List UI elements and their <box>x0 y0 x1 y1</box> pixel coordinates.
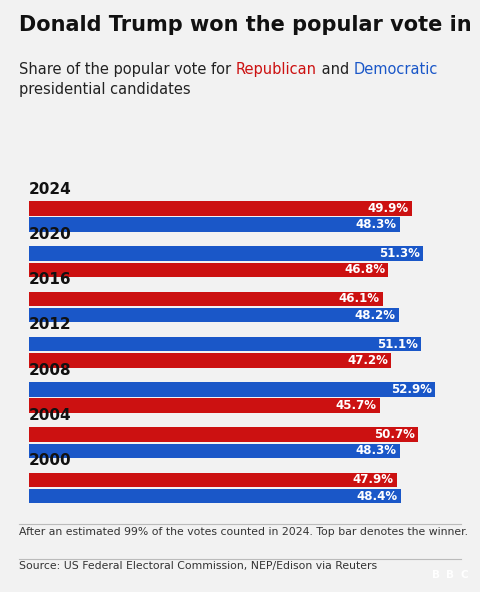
Bar <box>29 443 400 458</box>
Text: Democratic: Democratic <box>354 62 438 77</box>
Text: presidential candidates: presidential candidates <box>19 82 191 96</box>
Bar <box>29 246 423 261</box>
Bar <box>29 472 396 487</box>
Bar <box>29 427 418 442</box>
Text: 51.1%: 51.1% <box>377 337 418 350</box>
Bar <box>29 308 399 323</box>
Text: 49.9%: 49.9% <box>368 202 409 215</box>
Text: 2024: 2024 <box>29 182 72 197</box>
Text: 47.9%: 47.9% <box>353 473 394 486</box>
Bar <box>29 353 391 368</box>
Text: 50.7%: 50.7% <box>374 428 415 441</box>
Bar <box>29 292 383 306</box>
Text: 46.1%: 46.1% <box>339 292 380 305</box>
Text: 2000: 2000 <box>29 453 72 468</box>
Bar <box>29 201 412 215</box>
Text: 47.2%: 47.2% <box>348 354 388 367</box>
Bar <box>29 382 435 397</box>
Text: and: and <box>317 62 354 77</box>
Text: 2012: 2012 <box>29 317 72 332</box>
Text: 48.4%: 48.4% <box>356 490 397 503</box>
Text: C: C <box>461 570 468 580</box>
Text: 48.2%: 48.2% <box>355 308 396 321</box>
Bar <box>29 398 380 413</box>
Text: 51.3%: 51.3% <box>379 247 420 260</box>
Text: 2016: 2016 <box>29 272 72 287</box>
Text: 45.7%: 45.7% <box>336 399 377 412</box>
Bar <box>29 263 388 277</box>
Text: Republican: Republican <box>236 62 317 77</box>
Text: 2008: 2008 <box>29 362 72 378</box>
Text: 52.9%: 52.9% <box>391 383 432 396</box>
Text: 48.3%: 48.3% <box>356 218 396 231</box>
Text: 2020: 2020 <box>29 227 72 242</box>
Text: After an estimated 99% of the votes counted in 2024. Top bar denotes the winner.: After an estimated 99% of the votes coun… <box>19 527 468 537</box>
Text: 48.3%: 48.3% <box>356 445 396 458</box>
Bar <box>29 489 400 503</box>
Bar <box>29 337 421 351</box>
Text: Donald Trump won the popular vote in 2024: Donald Trump won the popular vote in 202… <box>19 15 480 35</box>
Text: B: B <box>446 570 454 580</box>
Text: 2004: 2004 <box>29 408 72 423</box>
Text: B: B <box>432 570 440 580</box>
Text: Share of the popular vote for: Share of the popular vote for <box>19 62 236 77</box>
Bar <box>29 217 400 232</box>
Text: Source: US Federal Electoral Commission, NEP/Edison via Reuters: Source: US Federal Electoral Commission,… <box>19 561 377 571</box>
Text: 46.8%: 46.8% <box>344 263 385 276</box>
